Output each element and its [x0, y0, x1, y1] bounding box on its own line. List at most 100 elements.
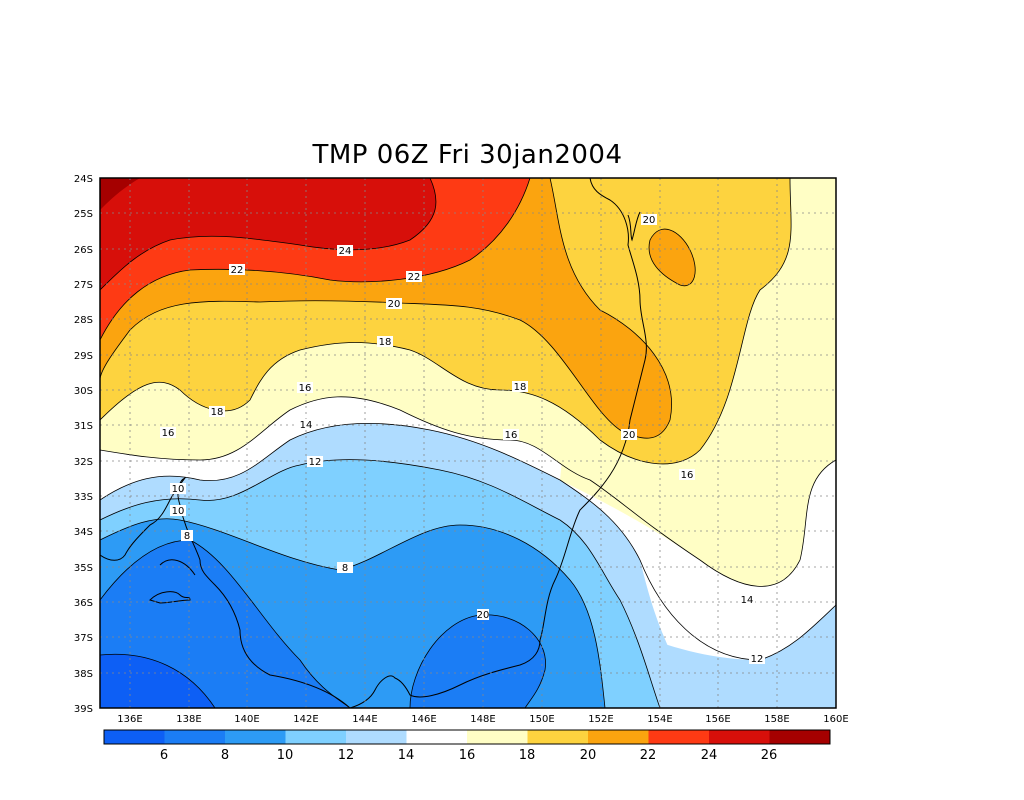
colorbar-swatch — [104, 730, 165, 744]
lat-tick-label: 37S — [74, 633, 93, 644]
contour-label: 24 — [337, 245, 353, 257]
svg-text:16: 16 — [681, 470, 694, 481]
colorbar-label: 8 — [221, 748, 229, 763]
colorbar: 6 8 10 12 14 16 18 20 22 24 26 — [103, 729, 831, 763]
lon-tick-label: 150E — [529, 714, 554, 725]
contour-label: 22 — [406, 271, 422, 283]
contour-label: 22 — [229, 264, 245, 276]
contour-label: 16 — [679, 469, 695, 481]
svg-text:14: 14 — [741, 595, 754, 606]
band-24-26 — [100, 178, 436, 290]
colorbar-swatch — [164, 730, 226, 744]
lat-tick-label: 28S — [74, 315, 93, 326]
svg-text:20: 20 — [643, 215, 656, 226]
lon-tick-label: 138E — [176, 714, 201, 725]
lat-tick-label: 30S — [74, 386, 93, 397]
svg-text:8: 8 — [184, 531, 190, 542]
lat-tick-label: 34S — [74, 527, 93, 538]
contour-label: 16 — [160, 427, 176, 439]
lat-tick-label: 35S — [74, 563, 93, 574]
svg-text:16: 16 — [505, 430, 518, 441]
band-lt-6 — [100, 654, 215, 708]
contour-label: 20 — [477, 609, 490, 621]
contour-lines — [100, 178, 836, 708]
lon-tick-label: 148E — [470, 714, 495, 725]
colorbar-frame — [103, 729, 831, 745]
lat-axis: 24S 25S 26S 27S 28S 29S 30S 31S 32S 33S … — [74, 174, 93, 715]
svg-text:18: 18 — [211, 407, 224, 418]
contour-label-group: 24 22 22 20 20 20 18 18 18 16 16 16 16 1… — [160, 214, 765, 665]
lon-tick-label: 160E — [823, 714, 848, 725]
colorbar-label: 12 — [338, 748, 355, 763]
colorbar-swatch — [709, 730, 770, 744]
contour-label: 20 — [386, 298, 402, 310]
svg-text:22: 22 — [408, 272, 421, 283]
colorbar-label: 22 — [640, 748, 657, 763]
contour-label: 14 — [739, 594, 755, 606]
svg-text:20: 20 — [388, 299, 401, 310]
svg-text:18: 18 — [379, 337, 392, 348]
contour-label: 8 — [181, 530, 193, 542]
colorbar-swatch — [527, 730, 589, 744]
colorbar-label: 14 — [398, 748, 415, 763]
colorbar-swatch — [467, 730, 528, 744]
lat-tick-label: 33S — [74, 492, 93, 503]
contour-label: 20 — [641, 214, 657, 226]
contour-label: 18 — [209, 406, 225, 418]
lat-tick-label: 25S — [74, 209, 93, 220]
colorbar-swatches — [104, 730, 831, 744]
contour-label: 20 — [621, 429, 637, 441]
svg-text:16: 16 — [162, 428, 175, 439]
lon-tick-label: 144E — [352, 714, 377, 725]
contour-label: 16 — [297, 382, 313, 394]
svg-text:16: 16 — [299, 383, 312, 394]
contour-label: 18 — [377, 336, 393, 348]
colorbar-label: 18 — [519, 748, 536, 763]
svg-text:22: 22 — [231, 265, 244, 276]
band-gt-26 — [100, 178, 140, 210]
band-6-8-center — [410, 614, 546, 708]
graticule — [100, 178, 836, 708]
colorbar-label: 20 — [580, 748, 597, 763]
lon-tick-label: 152E — [588, 714, 613, 725]
colorbar-swatch — [769, 730, 831, 744]
lat-tick-label: 27S — [74, 280, 93, 291]
colorbar-swatch — [285, 730, 347, 744]
lon-tick-label: 158E — [764, 714, 789, 725]
svg-text:14: 14 — [300, 420, 313, 431]
contour-label: 18 — [512, 381, 528, 393]
lat-tick-label: 24S — [74, 174, 93, 185]
lat-tick-label: 29S — [74, 351, 93, 362]
colorbar-label: 10 — [277, 748, 294, 763]
svg-text:10: 10 — [172, 506, 185, 517]
lat-tick-label: 32S — [74, 457, 93, 468]
svg-text:20: 20 — [623, 430, 636, 441]
lat-tick-label: 39S — [74, 704, 93, 715]
lon-tick-label: 146E — [411, 714, 436, 725]
contour-label: 10 — [170, 505, 186, 517]
contour-label: 10 — [170, 483, 186, 495]
lon-tick-label: 140E — [234, 714, 259, 725]
colorbar-swatch — [225, 730, 286, 744]
colorbar-labels: 6 8 10 12 14 16 18 20 22 24 26 — [160, 748, 777, 763]
colorbar-swatch — [648, 730, 710, 744]
svg-text:20: 20 — [477, 610, 490, 621]
colorbar-label: 24 — [701, 748, 718, 763]
map-title: TMP 06Z Fri 30jan2004 — [312, 140, 623, 170]
colorbar-label: 16 — [459, 748, 476, 763]
lat-tick-label: 26S — [74, 245, 93, 256]
colorbar-label: 26 — [761, 748, 778, 763]
lon-tick-label: 156E — [705, 714, 730, 725]
svg-text:12: 12 — [309, 457, 322, 468]
lon-tick-label: 136E — [117, 714, 142, 725]
lat-tick-label: 36S — [74, 598, 93, 609]
svg-text:12: 12 — [751, 654, 764, 665]
lon-tick-label: 142E — [293, 714, 318, 725]
colorbar-swatch — [406, 730, 468, 744]
lon-axis: 136E 138E 140E 142E 144E 146E 148E 150E … — [117, 714, 848, 725]
lat-tick-label: 38S — [74, 669, 93, 680]
svg-text:10: 10 — [172, 484, 185, 495]
svg-text:8: 8 — [342, 563, 348, 574]
lat-tick-label: 31S — [74, 421, 93, 432]
